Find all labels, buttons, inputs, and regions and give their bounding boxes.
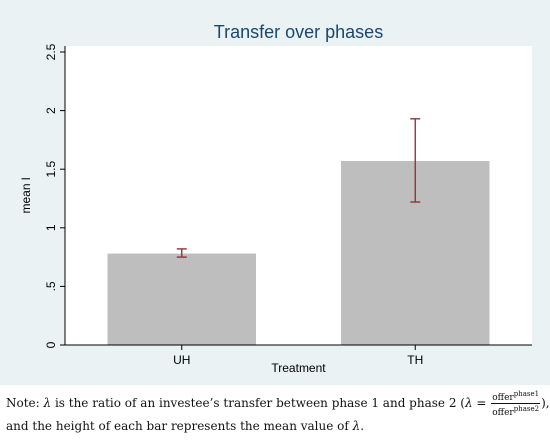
y-axis-title: mean l bbox=[19, 177, 33, 213]
y-ticks-group: 0 .5 1 1.5 2 2.5 bbox=[44, 43, 65, 348]
bar-chart: Transfer over phases 0 .5 1 1.5 2 2.5 UH TH me… bbox=[19, 22, 532, 375]
figure-background: Transfer over phases 0 .5 1 1.5 2 2.5 UH TH me… bbox=[0, 0, 550, 385]
note-line-1: Note: λ is the ratio of an investee’s tr… bbox=[6, 389, 550, 418]
x-tick-label: UH bbox=[173, 353, 190, 367]
note-equals: = bbox=[472, 396, 491, 410]
denominator-text: offer bbox=[492, 408, 514, 418]
lambda-symbol-eq: λ bbox=[464, 396, 473, 410]
y-tick-label: 2 bbox=[44, 107, 58, 114]
note-line-2-text: and the height of each bar represents th… bbox=[6, 419, 353, 433]
note-text-2: ), bbox=[541, 396, 550, 410]
note-end: . bbox=[360, 419, 365, 433]
note-line-2: and the height of each bar represents th… bbox=[6, 418, 546, 435]
denominator-superscript: phase2 bbox=[513, 405, 540, 413]
error-bar-th bbox=[410, 118, 421, 203]
y-tick-label: .5 bbox=[44, 281, 58, 291]
offer-ratio-fraction: offerphase1 offerphase2 bbox=[491, 389, 541, 418]
chart-title: Transfer over phases bbox=[214, 22, 383, 42]
error-bar-uh bbox=[176, 248, 187, 258]
error-bars-group bbox=[176, 118, 421, 258]
x-ticks-group: UH TH bbox=[173, 345, 423, 367]
y-tick-label: 1.5 bbox=[44, 161, 58, 178]
x-axis-title: Treatment bbox=[271, 361, 326, 375]
x-tick-label: TH bbox=[407, 353, 423, 367]
y-tick-label: 2.5 bbox=[44, 43, 58, 60]
numerator-text: offer bbox=[492, 393, 514, 403]
note-text-1: is the ratio of an investee’s transfer b… bbox=[51, 396, 465, 410]
figure-note: Note: λ is the ratio of an investee’s tr… bbox=[6, 389, 550, 435]
y-tick-label: 0 bbox=[44, 341, 58, 348]
fraction-numerator: offerphase1 bbox=[491, 389, 541, 404]
bars-group bbox=[107, 160, 490, 345]
note-prefix: Note: bbox=[6, 396, 44, 410]
fraction-denominator: offerphase2 bbox=[491, 404, 540, 418]
bar-uh bbox=[107, 253, 257, 345]
lambda-symbol: λ bbox=[43, 396, 52, 410]
numerator-superscript: phase1 bbox=[513, 390, 540, 398]
y-tick-label: 1 bbox=[44, 224, 58, 231]
lambda-symbol-end: λ bbox=[352, 419, 361, 433]
